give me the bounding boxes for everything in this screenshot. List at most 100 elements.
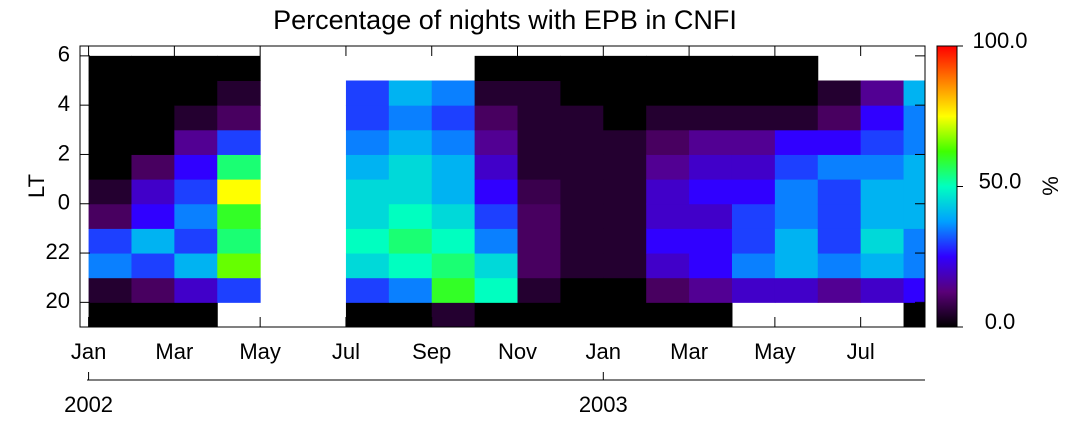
heatmap-cell [774, 179, 819, 205]
heatmap-cell [345, 154, 390, 180]
heatmap-cell [731, 228, 776, 254]
heatmap-cell [88, 129, 132, 155]
heatmap-cell [860, 253, 905, 279]
heatmap-cell [646, 129, 690, 155]
y-tick-label: 6 [58, 42, 70, 67]
heatmap-cell [860, 203, 905, 229]
heatmap-cell [603, 277, 647, 303]
heatmap-cell [517, 55, 561, 82]
heatmap-cell [560, 302, 604, 327]
heatmap-cell [388, 302, 433, 327]
heatmap-cell [174, 105, 218, 131]
y-tick-label: 20 [46, 288, 70, 313]
heatmap-cell [88, 277, 132, 303]
heatmap-cell [345, 129, 390, 155]
heatmap-cell [174, 228, 218, 254]
heatmap-cell [345, 228, 390, 254]
heatmap-cell [560, 129, 604, 155]
heatmap-cell [431, 179, 476, 205]
heatmap-cell [774, 277, 819, 303]
heatmap-cell [903, 277, 925, 303]
heatmap-cell [88, 179, 132, 205]
heatmap-cell [431, 129, 476, 155]
heatmap-cell [817, 179, 862, 205]
heatmap-cell [560, 253, 604, 279]
heatmap-cell [131, 179, 175, 205]
heatmap-cell [817, 228, 862, 254]
heatmap-cell [860, 129, 905, 155]
heatmap-cell [860, 228, 905, 254]
heatmap-cell [217, 228, 261, 254]
heatmap-cell [388, 253, 433, 279]
heatmap-cell [345, 253, 390, 279]
colorbar-label: % [1038, 176, 1063, 196]
heatmap-cell [560, 228, 604, 254]
heatmap-cell [174, 302, 218, 327]
heatmap-cell [860, 154, 905, 180]
heatmap-cell [88, 302, 132, 327]
heatmap-cell [174, 253, 218, 279]
x-tick-label: Jan [586, 339, 621, 364]
x-tick-label: Mar [155, 339, 193, 364]
heatmap-cell [689, 105, 733, 131]
x-tick-label: Jul [332, 339, 360, 364]
y-axis-label: LT [24, 174, 49, 198]
colorbar-tick-label: 0.0 [985, 309, 1016, 334]
heatmap-cell [603, 105, 647, 131]
heatmap-cell [474, 302, 519, 327]
heatmap-cell [689, 80, 733, 106]
colorbar [936, 45, 958, 328]
x-tick-label: Mar [670, 339, 708, 364]
heatmap-cell [774, 228, 819, 254]
heatmap-cell [131, 129, 175, 155]
heatmap-cell [474, 253, 519, 279]
heatmap-cell [689, 129, 733, 155]
heatmap-cell [174, 277, 218, 303]
heatmap-cell [217, 203, 261, 229]
heatmap-cell [131, 80, 175, 106]
heatmap-cell [731, 80, 776, 106]
heatmap-cell [646, 302, 690, 327]
heatmap-cell [345, 302, 390, 327]
heatmap-cell [560, 179, 604, 205]
heatmap-cell [345, 105, 390, 131]
heatmap-cell [603, 302, 647, 327]
heatmap-cell [646, 55, 690, 82]
y-tick-label: 4 [58, 91, 70, 116]
heatmap-cell [517, 203, 561, 229]
heatmap-cell [689, 277, 733, 303]
heatmap-cell [517, 228, 561, 254]
year-tick-label: 2002 [64, 392, 113, 417]
heatmap-cell [431, 203, 476, 229]
heatmap-cell [517, 179, 561, 205]
heatmap-cell [131, 105, 175, 131]
heatmap-cell [131, 228, 175, 254]
x-tick-label: May [754, 339, 796, 364]
heatmap-cell [217, 105, 261, 131]
heatmap-cell [388, 203, 433, 229]
heatmap-cell [517, 154, 561, 180]
heatmap-cell [646, 203, 690, 229]
heatmap-cell [345, 179, 390, 205]
heatmap-cell [131, 253, 175, 279]
heatmap-cell [431, 105, 476, 131]
heatmap-cell [603, 129, 647, 155]
heatmap-cell [903, 80, 925, 106]
heatmap-cell [174, 129, 218, 155]
heatmap-cell [774, 80, 819, 106]
plot-frame [79, 45, 926, 328]
heatmap-cell [689, 203, 733, 229]
heatmap-cell [431, 277, 476, 303]
heatmap-cell [903, 179, 925, 205]
heatmap-cell [431, 253, 476, 279]
heatmap-cell [88, 105, 132, 131]
heatmap-cell [474, 129, 519, 155]
heatmap-cell [345, 277, 390, 303]
heatmap-cell [689, 154, 733, 180]
heatmap-cell [217, 253, 261, 279]
x-tick-label: Nov [498, 339, 537, 364]
heatmap-cell [174, 80, 218, 106]
heatmap-cell [388, 129, 433, 155]
heatmap [88, 55, 925, 327]
